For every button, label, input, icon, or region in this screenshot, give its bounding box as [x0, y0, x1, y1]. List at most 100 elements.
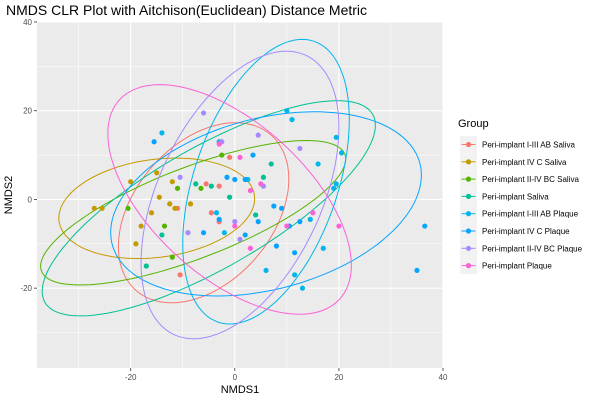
point-series-5 [250, 152, 256, 158]
point-series-7 [336, 223, 342, 229]
point-series-1 [128, 179, 134, 185]
point-series-1 [148, 210, 155, 216]
point-series-2 [174, 185, 181, 191]
point-series-5 [200, 230, 207, 236]
x-tick-label: 40 [439, 373, 448, 382]
point-series-2 [169, 254, 175, 260]
x-tick-label: -20 [125, 373, 137, 382]
confidence-ellipses [40, 38, 422, 340]
point-series-1 [167, 201, 173, 207]
point-series-5 [232, 176, 238, 183]
point-series-2 [125, 205, 131, 211]
legend-key-point [465, 176, 472, 182]
point-series-4 [333, 181, 339, 187]
point-series-5 [292, 250, 298, 256]
point-series-1 [133, 241, 139, 247]
point-series-2 [198, 185, 204, 191]
point-series-1 [187, 201, 194, 207]
ellipse-series-1 [58, 157, 256, 259]
point-series-7 [284, 223, 290, 229]
point-series-4 [289, 116, 295, 123]
point-series-1 [99, 205, 105, 211]
point-series-3 [260, 174, 267, 180]
point-series-6 [237, 236, 243, 242]
ellipse-series-5 [110, 111, 422, 297]
chart-title: NMDS CLR Plot with Aitchison(Euclidean) … [6, 2, 367, 18]
point-series-5 [242, 176, 248, 183]
y-axis-title: NMDS2 [3, 176, 15, 215]
y-tick-label: 0 [28, 195, 33, 204]
legend-label: Peri-implant I-III AB Plaque [482, 210, 579, 219]
y-tick-label: 40 [23, 18, 32, 27]
ellipse-series-6 [140, 50, 340, 340]
point-series-0 [203, 181, 209, 187]
point-series-3 [193, 181, 199, 187]
legend-key-point [465, 228, 472, 234]
x-tick-label: 0 [233, 373, 238, 382]
point-series-4 [338, 150, 345, 156]
point-series-3 [268, 161, 274, 167]
legend-label: Peri-implant Saliva [482, 192, 549, 201]
point-series-5 [151, 139, 157, 145]
point-series-5 [297, 219, 303, 225]
point-series-5 [224, 174, 230, 180]
legend-label: Peri-implant II-IV BC Plaque [482, 244, 583, 253]
point-series-1 [156, 194, 162, 200]
data-points [91, 108, 428, 291]
point-series-0 [226, 154, 233, 160]
point-series-4 [263, 267, 269, 274]
point-series-7 [258, 181, 264, 187]
point-series-5 [216, 216, 222, 222]
point-series-3 [208, 183, 214, 189]
legend-label: Peri-implant Plaque [482, 262, 552, 271]
point-series-7 [237, 154, 243, 160]
legend-label: Peri-implant IV C Plaque [482, 227, 570, 236]
point-series-5 [414, 267, 420, 274]
point-series-5 [279, 205, 285, 211]
point-series-7 [216, 141, 222, 147]
ellipse-series-3 [41, 100, 376, 317]
point-series-3 [253, 212, 259, 218]
legend-title: Group [458, 118, 489, 130]
legend: Group Peri-implant I-III AB Saliva Peri-i… [458, 118, 583, 275]
legend-key-point [465, 211, 472, 217]
point-series-0 [208, 210, 214, 216]
point-series-3 [159, 232, 165, 238]
point-series-6 [200, 110, 207, 116]
point-series-1 [169, 179, 175, 185]
point-series-5 [271, 203, 277, 209]
legend-key-point [465, 141, 472, 148]
point-series-4 [159, 130, 165, 136]
point-series-4 [331, 185, 337, 191]
point-series-1 [138, 223, 144, 229]
y-tick-label: 20 [23, 107, 32, 116]
legend-key-point [465, 245, 472, 251]
point-series-2 [219, 152, 225, 158]
point-series-3 [143, 263, 149, 269]
axis-ticks: -20 0 20 40 -20 0 20 40 [20, 18, 448, 382]
point-series-6 [177, 174, 183, 180]
plot-panel [37, 22, 443, 368]
point-series-4 [284, 108, 290, 114]
point-series-7 [247, 187, 254, 194]
y-tick-label: -20 [20, 284, 32, 293]
point-series-1 [172, 205, 178, 211]
legend-key-point [465, 193, 472, 199]
point-series-4 [307, 216, 313, 222]
point-series-7 [310, 210, 316, 216]
point-series-4 [299, 285, 306, 291]
point-series-4 [221, 230, 227, 236]
ellipse-series-0 [117, 122, 290, 304]
legend-label: Peri-implant II-IV BC Saliva [482, 175, 579, 184]
ellipse-series-2 [40, 139, 347, 286]
point-series-7 [232, 223, 238, 229]
point-series-4 [213, 210, 220, 216]
point-series-6 [297, 145, 303, 152]
point-series-5 [255, 219, 261, 225]
point-series-1 [154, 170, 160, 176]
ellipse-series-7 [107, 84, 352, 315]
point-series-2 [161, 223, 168, 229]
legend-key-point [465, 159, 472, 165]
point-series-0 [216, 183, 222, 189]
